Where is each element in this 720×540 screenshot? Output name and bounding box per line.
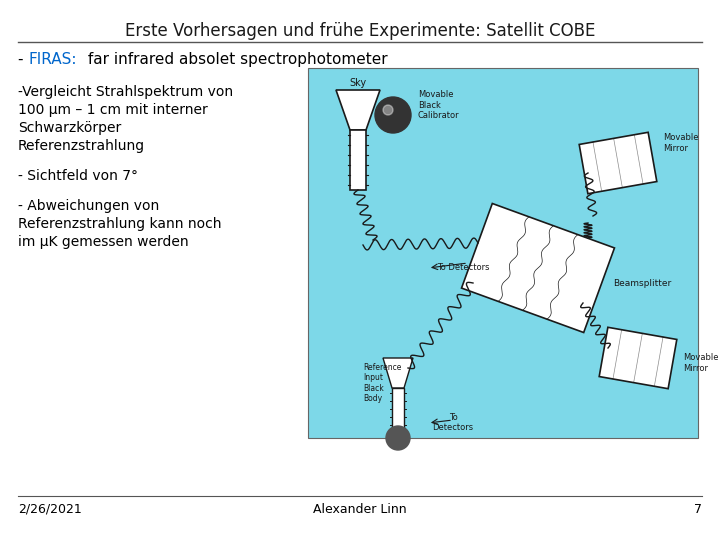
Text: 2/26/2021: 2/26/2021 — [18, 503, 82, 516]
Text: Sky: Sky — [349, 78, 366, 88]
Text: 7: 7 — [694, 503, 702, 516]
Text: far infrared absolet spectrophotometer: far infrared absolet spectrophotometer — [83, 52, 387, 67]
Text: Movable
Mirror: Movable Mirror — [663, 133, 698, 153]
Text: Reference
Input
Black
Body: Reference Input Black Body — [363, 363, 401, 403]
Polygon shape — [599, 327, 677, 389]
Polygon shape — [383, 358, 413, 388]
Text: Movable
Black
Calibrator: Movable Black Calibrator — [418, 90, 459, 120]
Bar — [308, 68, 698, 438]
Text: - Abweichungen von: - Abweichungen von — [18, 199, 159, 213]
Text: -Vergleicht Strahlspektrum von: -Vergleicht Strahlspektrum von — [18, 85, 233, 99]
Text: To
Detectors: To Detectors — [433, 413, 474, 433]
Text: To Detectors: To Detectors — [437, 263, 490, 272]
Polygon shape — [579, 132, 657, 194]
Circle shape — [383, 105, 393, 115]
Text: Beamsplitter: Beamsplitter — [613, 279, 671, 287]
Text: 100 μm – 1 cm mit interner: 100 μm – 1 cm mit interner — [18, 103, 208, 117]
Text: -: - — [18, 52, 28, 67]
Text: Schwarzkörper: Schwarzkörper — [18, 121, 121, 135]
Polygon shape — [336, 90, 380, 130]
Polygon shape — [350, 130, 366, 190]
Circle shape — [375, 97, 411, 133]
Text: FIRAS:: FIRAS: — [29, 52, 78, 67]
Text: Alexander Linn: Alexander Linn — [313, 503, 407, 516]
Text: Referenzstrahlung: Referenzstrahlung — [18, 139, 145, 153]
Text: im μK gemessen werden: im μK gemessen werden — [18, 235, 189, 249]
Text: Referenzstrahlung kann noch: Referenzstrahlung kann noch — [18, 217, 222, 231]
Text: - Sichtfeld von 7°: - Sichtfeld von 7° — [18, 169, 138, 183]
Polygon shape — [392, 388, 404, 428]
Polygon shape — [462, 204, 614, 333]
Circle shape — [386, 426, 410, 450]
Text: Movable
Mirror: Movable Mirror — [683, 353, 719, 373]
Text: Erste Vorhersagen und frühe Experimente: Satellit COBE: Erste Vorhersagen und frühe Experimente:… — [125, 22, 595, 40]
